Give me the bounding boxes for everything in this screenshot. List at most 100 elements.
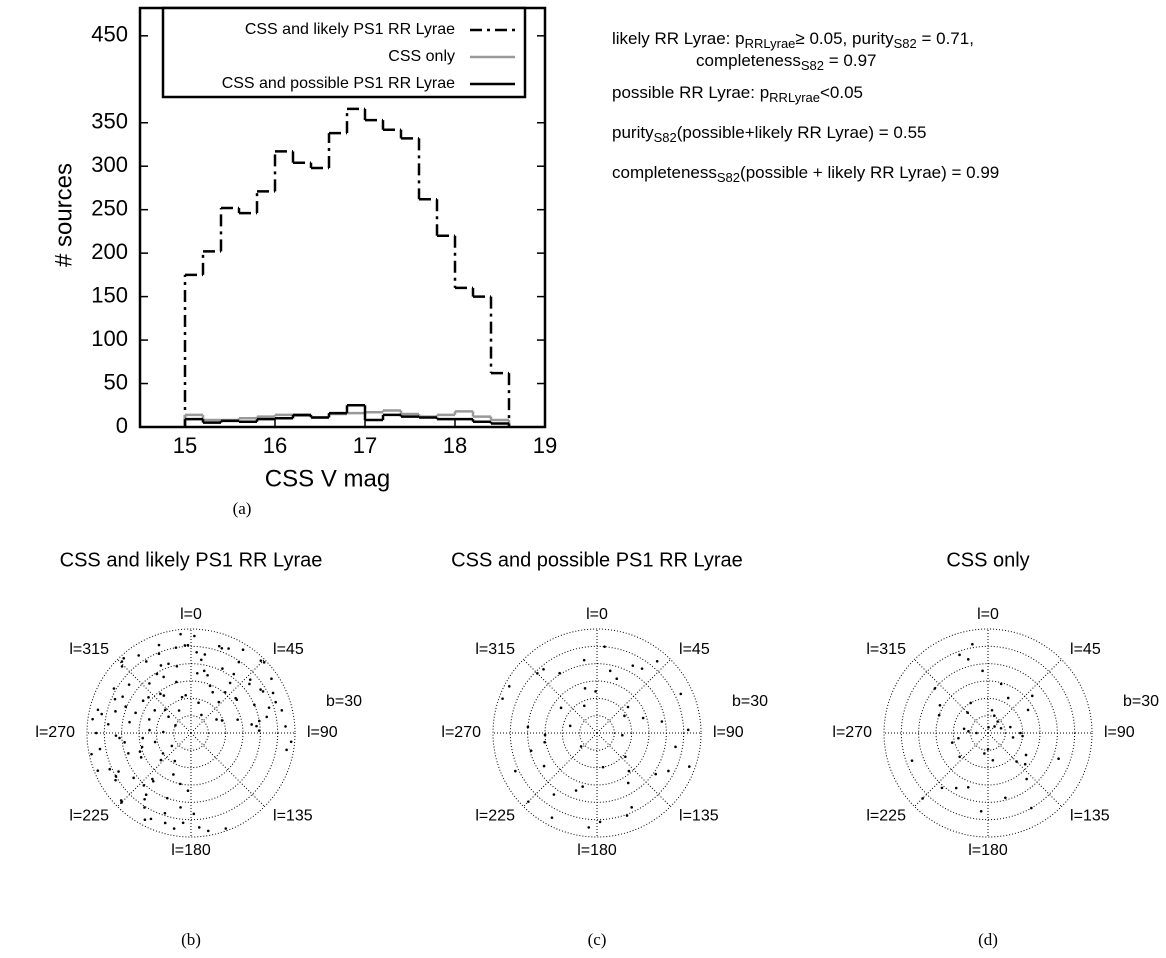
point (175, 665, 179, 668)
point (167, 662, 170, 666)
point (132, 776, 135, 780)
point (257, 729, 261, 732)
point (114, 778, 117, 782)
point (507, 685, 511, 688)
point (237, 660, 241, 664)
grid-spoke (914, 659, 989, 734)
point (979, 809, 983, 813)
point (552, 793, 556, 796)
point (986, 747, 990, 751)
point (223, 690, 227, 694)
radius-label: b=30 (1123, 693, 1159, 710)
angle-label: l=135 (1070, 808, 1110, 825)
point (121, 695, 124, 698)
point (137, 654, 140, 657)
point (144, 660, 148, 663)
annotation-text: = 0.97 (824, 51, 876, 70)
point (179, 632, 182, 636)
angle-label: l=0 (586, 606, 608, 623)
point (167, 715, 170, 718)
angle-label: l=315 (69, 641, 109, 658)
grid-circle (509, 645, 685, 821)
point (579, 745, 583, 748)
point (179, 806, 182, 809)
point (153, 740, 157, 744)
annotation: likely RR Lyrae: pRRLyrae≥ 0.05, purityS… (612, 29, 974, 51)
grid-circle (952, 697, 1024, 769)
point (631, 664, 635, 667)
point (257, 719, 261, 723)
point (587, 826, 591, 829)
point (983, 752, 986, 755)
caption: (d) (978, 930, 998, 949)
point (966, 785, 970, 789)
point (274, 700, 277, 704)
point (581, 785, 584, 788)
grid-circle (883, 628, 1093, 838)
point (142, 784, 146, 787)
point (227, 647, 230, 650)
point (529, 749, 533, 752)
point (957, 736, 960, 740)
point (96, 769, 100, 772)
point (236, 718, 239, 721)
point (127, 752, 130, 755)
point (199, 658, 203, 662)
angle-label: l=45 (273, 641, 304, 658)
caption: (c) (588, 930, 607, 949)
point (601, 765, 605, 769)
point (138, 750, 142, 753)
point (687, 765, 691, 768)
annotation-text: (possible + likely RR Lyrae) = 0.99 (740, 163, 999, 182)
grid-circle (155, 697, 227, 769)
point (172, 773, 175, 776)
angle-label: l=270 (832, 724, 872, 741)
point (221, 667, 224, 670)
x-axis-label: CSS V mag (265, 465, 390, 492)
point (144, 793, 148, 797)
point (134, 711, 137, 715)
annotation-subscript: S82 (654, 130, 677, 145)
y-tick-label: 100 (91, 326, 128, 351)
angle-label: l=180 (968, 842, 1008, 859)
point (259, 659, 263, 662)
angle-label: l=225 (69, 808, 109, 825)
annotation-text: ≥ 0.05, purity (795, 29, 894, 48)
grid-circle (103, 645, 279, 821)
point (615, 677, 619, 681)
point (981, 669, 984, 673)
point (1021, 734, 1024, 738)
point (1019, 731, 1022, 735)
point (180, 695, 184, 699)
point (147, 696, 150, 699)
point (921, 797, 924, 800)
point (967, 729, 970, 733)
point (966, 711, 969, 714)
point (1015, 760, 1018, 763)
y-tick-label: 150 (91, 282, 128, 307)
point (1026, 708, 1030, 712)
point (966, 658, 970, 661)
point (999, 682, 1003, 686)
y-tick-label: 450 (91, 22, 128, 47)
grid-spoke (117, 732, 192, 807)
annotation-text: (possible+likely RR Lyrae) = 0.55 (677, 123, 927, 142)
point (542, 764, 546, 768)
point (624, 755, 627, 759)
point (155, 672, 159, 676)
point (159, 692, 162, 696)
point (118, 736, 121, 740)
legend-label: CSS only (388, 48, 455, 65)
x-tick-label: 17 (353, 433, 377, 458)
point (195, 651, 198, 654)
annotation: purityS82(possible+likely RR Lyrae) = 0.… (612, 123, 926, 145)
point (1024, 753, 1028, 757)
point (127, 683, 131, 686)
point (163, 811, 167, 815)
point (574, 789, 578, 792)
y-tick-label: 300 (91, 152, 128, 177)
point (124, 705, 127, 708)
point (220, 719, 224, 722)
point (159, 758, 163, 762)
